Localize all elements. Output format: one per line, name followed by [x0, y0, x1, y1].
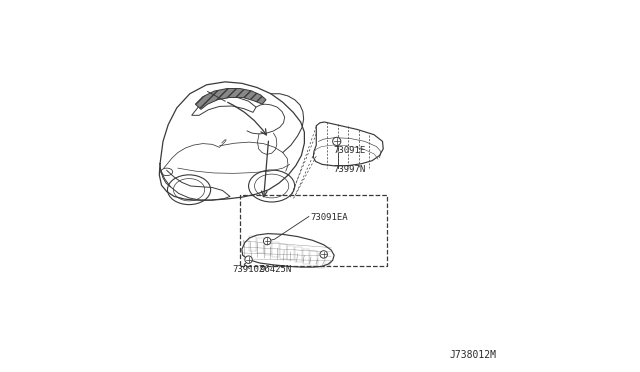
Bar	[303, 249, 309, 264]
Text: 73910Z: 73910Z	[232, 265, 265, 274]
Bar	[272, 242, 279, 257]
Circle shape	[245, 256, 252, 263]
Bar	[257, 238, 264, 253]
Bar	[250, 236, 256, 251]
Bar	[287, 246, 294, 260]
Bar	[310, 251, 317, 266]
Text: 73997N: 73997N	[333, 165, 365, 174]
Text: 96425N: 96425N	[260, 265, 292, 274]
Circle shape	[320, 251, 328, 258]
Bar	[318, 253, 324, 268]
Bar	[264, 240, 271, 255]
Text: 73091E: 73091E	[333, 146, 365, 155]
Bar	[280, 244, 287, 259]
Polygon shape	[195, 89, 266, 109]
Bar	[240, 195, 387, 266]
Text: J738012M: J738012M	[450, 350, 497, 360]
Text: 73091EA: 73091EA	[310, 213, 348, 222]
Circle shape	[264, 237, 271, 245]
Bar	[295, 247, 302, 262]
Circle shape	[333, 137, 341, 145]
